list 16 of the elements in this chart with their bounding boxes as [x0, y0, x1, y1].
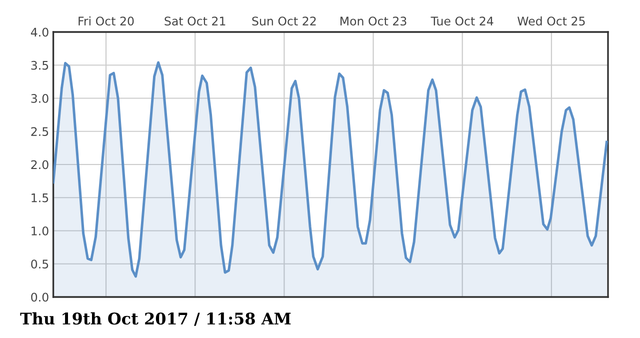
x-tick-label: Sat Oct 21 [164, 16, 226, 26]
text: Thu 19th Oct 2017 / 11:58 AM [20, 312, 291, 326]
y-tick-label: 4.0 [30, 28, 48, 37]
y-tick-label: 3.0 [31, 94, 48, 103]
y-tick-label: 2.5 [31, 127, 48, 136]
y-tick-label: 0.5 [31, 260, 48, 269]
x-tick-label: Mon Oct 23 [340, 16, 406, 26]
x-tick-label: Tue Oct 24 [430, 16, 494, 26]
y-tick-label: 1.5 [32, 194, 48, 202]
y-tick-label: 0.0 [31, 292, 48, 302]
x-tick-label: Wed Oct 25 [518, 16, 585, 26]
x-tick-label: Fri Oct 20 [78, 16, 134, 26]
x-tick-label: Sun Oct 22 [252, 16, 316, 26]
y-tick-label: 3.5 [31, 60, 48, 70]
y-tick-label: 2.0 [31, 160, 48, 170]
y-tick-label: 1.0 [32, 226, 48, 236]
